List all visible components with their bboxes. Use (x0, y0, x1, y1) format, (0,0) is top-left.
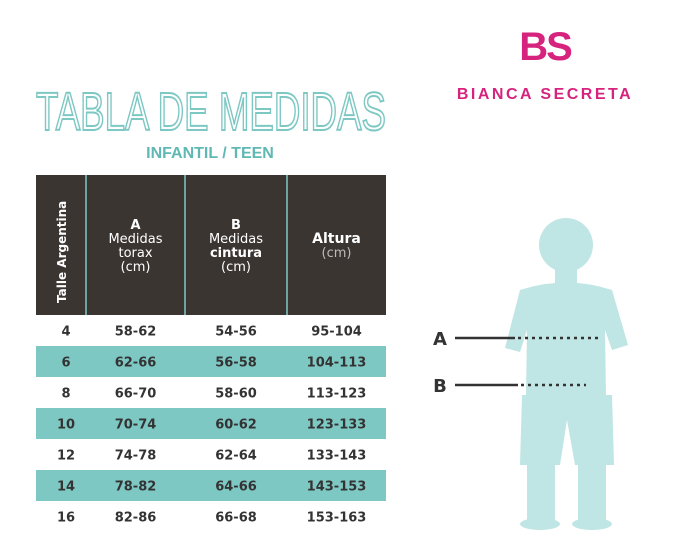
table-cell: 153-163 (307, 511, 367, 526)
table-cell: 95-104 (311, 325, 362, 340)
header-cell: Medidas (108, 232, 162, 247)
subtitle: INFANTIL / TEEN (146, 145, 274, 162)
table-cell: 104-113 (307, 356, 367, 371)
brand-name: BIANCA SECRETA (457, 86, 633, 103)
table-row (36, 377, 386, 408)
table-cell: 60-62 (215, 418, 257, 433)
header-cell: (cm) (121, 260, 151, 275)
figure-label: A (433, 329, 447, 350)
header-cell: B (231, 218, 241, 233)
table-cell: 133-143 (307, 449, 367, 464)
title: TABLA DE MEDIDAS (36, 82, 386, 142)
table-cell: 66-70 (115, 387, 157, 402)
table-cell: 82-86 (115, 511, 157, 526)
table-cell: 8 (61, 387, 70, 402)
table-cell: 143-153 (307, 480, 367, 495)
table-row (36, 470, 386, 501)
header-cell: torax (118, 246, 152, 261)
header-cell: cintura (210, 246, 262, 261)
table-cell: 12 (57, 449, 75, 464)
table-cell: 74-78 (115, 449, 157, 464)
table-row (36, 315, 386, 346)
table-cell: 123-133 (307, 418, 367, 433)
table-cell: 58-60 (215, 387, 257, 402)
table-cell: 113-123 (307, 387, 367, 402)
table-cell: 4 (61, 325, 70, 340)
table-row (36, 346, 386, 377)
table-cell: 78-82 (115, 480, 157, 495)
header-cell: (cm) (322, 246, 352, 261)
table-cell: 70-74 (115, 418, 157, 433)
header-cell: Talle Argentina (55, 201, 69, 303)
table-cell: 62-64 (215, 449, 257, 464)
table-row (36, 439, 386, 470)
table-cell: 64-66 (215, 480, 257, 495)
table-cell: 16 (57, 511, 75, 526)
table-cell: 14 (57, 480, 75, 495)
table-cell: 10 (57, 418, 75, 433)
table: Talle Argentina AMedidastorax(cm)BMedidas… (36, 175, 386, 532)
brand-logo: BS (519, 25, 572, 69)
measure-lines (455, 336, 598, 387)
figure-label: B (433, 376, 447, 397)
table-cell: 56-58 (215, 356, 257, 371)
table-cell: 62-66 (115, 356, 157, 371)
header-cell: Medidas (209, 232, 263, 247)
table-cell: 58-62 (115, 325, 157, 340)
table-cell: 54-56 (215, 325, 257, 340)
child-silhouette (505, 218, 628, 530)
table-header (36, 175, 386, 315)
header-cell: Altura (312, 231, 361, 247)
header-cell: A (130, 218, 140, 233)
header-cell: (cm) (221, 260, 251, 275)
table-cell: 6 (61, 356, 70, 371)
table-row (36, 501, 386, 532)
table-row (36, 408, 386, 439)
table-cell: 66-68 (215, 511, 257, 526)
